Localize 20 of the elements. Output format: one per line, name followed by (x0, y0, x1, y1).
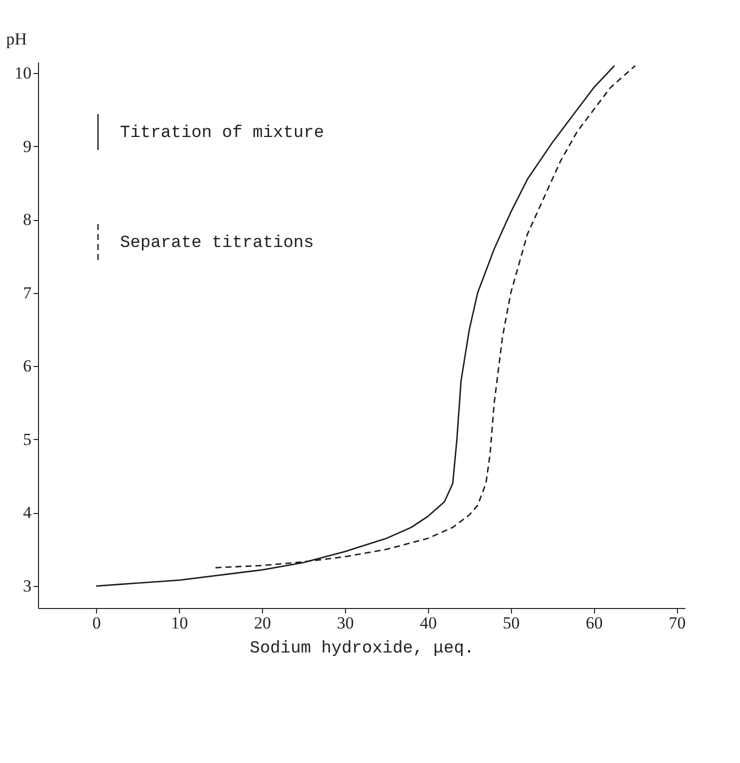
x-tick-label: 40 (420, 614, 437, 632)
y-tick-label: 8 (23, 210, 32, 230)
x-tick-label: 0 (92, 614, 101, 632)
y-tick-label: 4 (23, 503, 32, 522)
y-tick-label: 5 (23, 430, 32, 449)
x-tick-label: 20 (254, 614, 271, 632)
x-tick-label: 30 (336, 614, 354, 632)
x-tick-label: 60 (586, 614, 603, 632)
x-tick-label: 70 (668, 614, 686, 632)
y-tick-label: 3 (23, 576, 32, 596)
legend-label: Separate titrations (120, 234, 314, 253)
y-tick-label: 7 (23, 283, 32, 302)
y-tick-label: 9 (23, 136, 32, 156)
y-tick-label: 6 (23, 356, 32, 376)
y-axis-title: pH (6, 30, 27, 48)
y-tick-label: 10 (14, 63, 32, 82)
legend-label: Titration of mixture (120, 124, 324, 143)
x-tick-label: 10 (171, 614, 188, 632)
x-tick-label: 50 (502, 614, 520, 632)
x-axis-title: Sodium hydroxide, μeq. (250, 640, 474, 658)
